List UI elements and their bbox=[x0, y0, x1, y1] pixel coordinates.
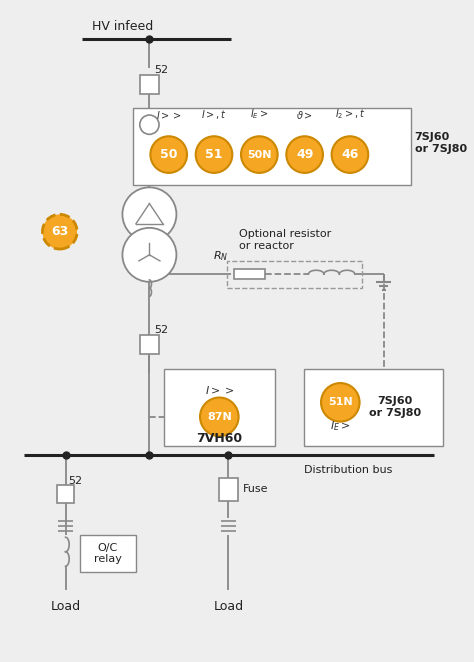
Circle shape bbox=[332, 136, 368, 173]
Circle shape bbox=[286, 136, 323, 173]
Text: $I_2>, t$: $I_2>, t$ bbox=[335, 107, 365, 121]
Bar bbox=[164, 369, 275, 446]
Text: 52: 52 bbox=[154, 325, 168, 335]
Text: $R_N$: $R_N$ bbox=[213, 249, 228, 263]
Circle shape bbox=[196, 136, 232, 173]
Bar bbox=[80, 536, 136, 572]
Text: $\vartheta>$: $\vartheta>$ bbox=[296, 109, 313, 121]
Text: 87N: 87N bbox=[207, 412, 232, 422]
Text: $I_E>$: $I_E>$ bbox=[330, 420, 351, 434]
Text: Optional resistor
or reactor: Optional resistor or reactor bbox=[239, 230, 331, 251]
Circle shape bbox=[122, 228, 176, 282]
Text: Load: Load bbox=[51, 600, 81, 613]
Text: 52: 52 bbox=[68, 477, 82, 487]
Circle shape bbox=[321, 383, 360, 422]
Circle shape bbox=[122, 187, 176, 242]
Circle shape bbox=[150, 136, 187, 173]
Circle shape bbox=[200, 397, 238, 436]
Text: $I>>$: $I>>$ bbox=[156, 109, 182, 121]
Circle shape bbox=[140, 115, 159, 134]
Text: 49: 49 bbox=[296, 148, 313, 161]
Text: 7VH60: 7VH60 bbox=[196, 432, 242, 444]
Bar bbox=[140, 335, 159, 354]
Text: 51N: 51N bbox=[328, 397, 353, 407]
Text: Distribution bus: Distribution bus bbox=[304, 465, 392, 475]
Text: 50: 50 bbox=[160, 148, 177, 161]
Circle shape bbox=[241, 136, 278, 173]
Text: Load: Load bbox=[213, 600, 244, 613]
Bar bbox=[219, 477, 238, 500]
Text: 52: 52 bbox=[154, 65, 168, 75]
Text: $I >>$: $I >>$ bbox=[205, 384, 234, 396]
Text: $I_E>$: $I_E>$ bbox=[250, 107, 269, 121]
Text: 46: 46 bbox=[341, 148, 359, 161]
Bar bbox=[140, 75, 159, 94]
Bar bbox=[304, 369, 444, 446]
Circle shape bbox=[42, 214, 77, 249]
Bar bbox=[234, 269, 265, 279]
Text: HV infeed: HV infeed bbox=[91, 20, 153, 33]
Text: 7SJ60
or 7SJ80: 7SJ60 or 7SJ80 bbox=[369, 397, 421, 418]
Bar bbox=[57, 485, 74, 502]
Text: 50N: 50N bbox=[247, 150, 272, 160]
Text: 63: 63 bbox=[51, 225, 68, 238]
Text: O/C
relay: O/C relay bbox=[94, 543, 122, 565]
Bar bbox=[133, 109, 410, 185]
Text: 51: 51 bbox=[205, 148, 223, 161]
Bar bbox=[227, 261, 362, 287]
Text: $I>, t$: $I>, t$ bbox=[201, 108, 227, 121]
Text: 7SJ60
or 7SJ80: 7SJ60 or 7SJ80 bbox=[415, 132, 466, 154]
Text: Fuse: Fuse bbox=[243, 484, 268, 494]
